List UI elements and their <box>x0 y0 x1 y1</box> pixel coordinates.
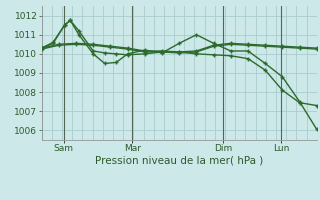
X-axis label: Pression niveau de la mer( hPa ): Pression niveau de la mer( hPa ) <box>95 156 263 166</box>
